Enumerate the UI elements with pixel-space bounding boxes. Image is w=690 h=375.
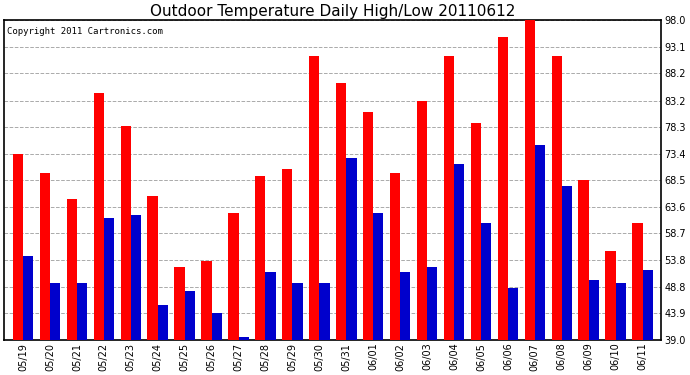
Bar (121, 126, 131, 340)
Bar (427, 267, 437, 340)
Bar (615, 283, 626, 340)
Bar (266, 272, 276, 340)
Bar (319, 283, 330, 340)
Bar (336, 82, 346, 340)
Bar (255, 176, 266, 340)
Bar (444, 56, 454, 340)
Bar (293, 283, 303, 340)
Bar (578, 180, 589, 340)
Bar (373, 213, 384, 340)
Bar (104, 218, 114, 340)
Bar (642, 270, 653, 340)
Bar (481, 224, 491, 340)
Bar (67, 199, 77, 340)
Bar (632, 224, 642, 340)
Bar (589, 280, 599, 340)
Bar (94, 93, 104, 340)
Bar (23, 256, 33, 340)
Bar (158, 305, 168, 340)
Bar (535, 145, 545, 340)
Bar (508, 288, 518, 340)
Bar (40, 173, 50, 340)
Bar (562, 186, 572, 340)
Bar (471, 123, 481, 340)
Text: Copyright 2011 Cartronics.com: Copyright 2011 Cartronics.com (8, 27, 164, 36)
Bar (50, 283, 60, 340)
Bar (346, 159, 357, 340)
Title: Outdoor Temperature Daily High/Low 20110612: Outdoor Temperature Daily High/Low 20110… (150, 4, 515, 19)
Bar (282, 169, 293, 340)
Bar (13, 154, 23, 340)
Bar (148, 196, 158, 340)
Bar (228, 213, 239, 340)
Bar (239, 337, 249, 340)
Bar (201, 261, 212, 340)
Bar (454, 164, 464, 340)
Bar (551, 56, 562, 340)
Bar (417, 100, 427, 340)
Bar (524, 20, 535, 340)
Bar (497, 37, 508, 340)
Bar (212, 313, 221, 340)
Bar (77, 283, 87, 340)
Bar (390, 173, 400, 340)
Bar (400, 272, 411, 340)
Bar (363, 112, 373, 340)
Bar (605, 251, 615, 340)
Bar (185, 291, 195, 340)
Bar (309, 56, 319, 340)
Bar (131, 215, 141, 340)
Bar (175, 267, 185, 340)
